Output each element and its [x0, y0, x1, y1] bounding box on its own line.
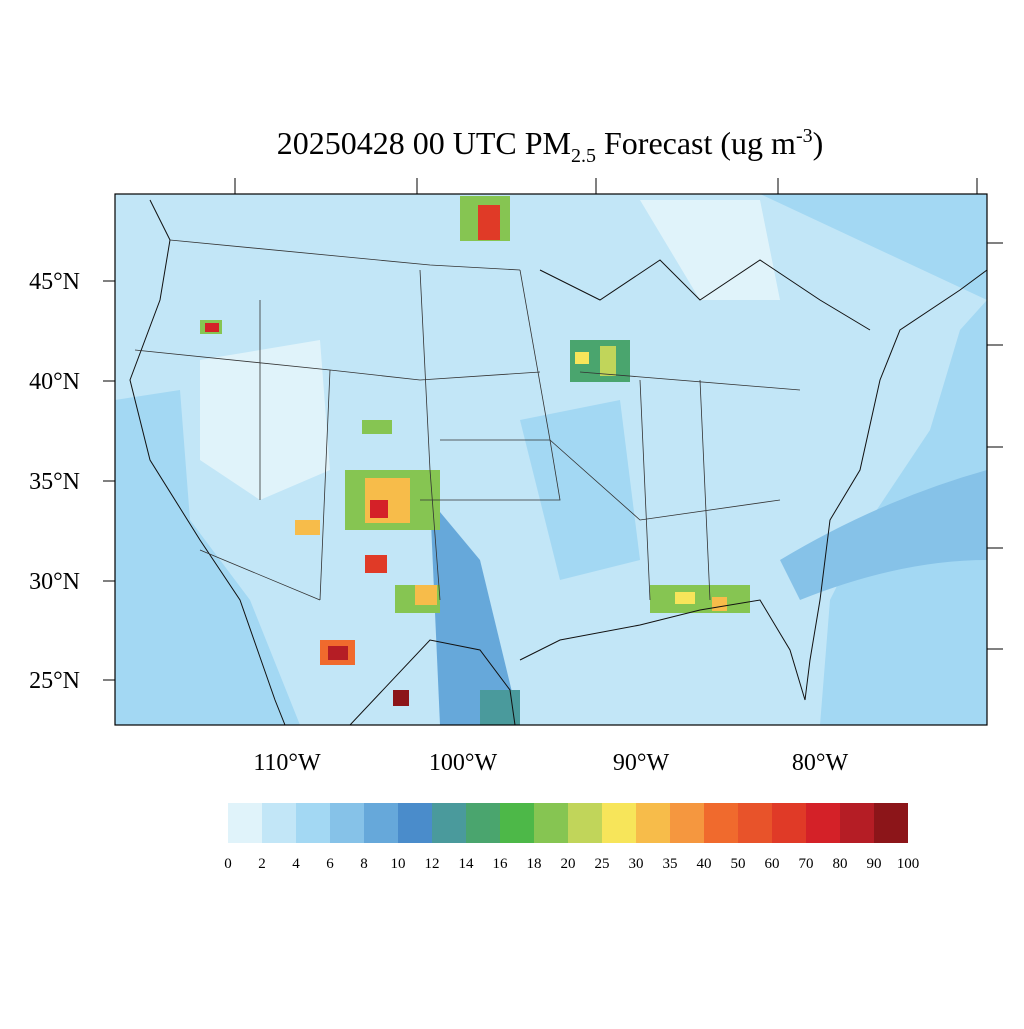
colorbar-label: 8: [360, 856, 368, 872]
colorbar-swatch: [602, 803, 636, 843]
lat-label: 45°N: [29, 269, 80, 295]
lat-label: 30°N: [29, 569, 80, 595]
colorbar-label: 12: [425, 856, 440, 872]
colorbar-label: 0: [224, 856, 232, 872]
colorbar-swatch: [840, 803, 874, 843]
colorbar-swatch: [772, 803, 806, 843]
coastline: [129, 199, 987, 725]
colorbar-label: 80: [833, 856, 848, 872]
title-superscript: -3: [796, 125, 813, 147]
great-basin-clean: [200, 340, 330, 500]
colorbar-swatch: [262, 803, 296, 843]
lat-label: 25°N: [29, 668, 80, 694]
colorbar-label: 20: [561, 856, 576, 872]
colorbar-label: 70: [799, 856, 814, 872]
colorbar-swatch: [568, 803, 602, 843]
ocean-plume: [780, 470, 987, 600]
colorbar-swatch: [466, 803, 500, 843]
colorbar-swatch: [704, 803, 738, 843]
colorbar-swatch: [228, 803, 262, 843]
colorbar-label: 18: [527, 856, 542, 872]
colorbar-label: 90: [867, 856, 882, 872]
colorbar-swatch: [432, 803, 466, 843]
colorbar-label: 6: [326, 856, 334, 872]
colorbar-label: 4: [292, 856, 300, 872]
lon-label: 100°W: [429, 750, 498, 776]
colorbar-swatch: [500, 803, 534, 843]
title-subscript: 2.5: [571, 145, 596, 167]
colorbar-label: 35: [663, 856, 678, 872]
title-rest: Forecast (ug m: [596, 125, 796, 161]
canada-clean: [640, 200, 780, 300]
ocean-field: [760, 194, 987, 725]
colorbar-swatch: [398, 803, 432, 843]
colorbar-label: 10: [391, 856, 406, 872]
lat-label: 40°N: [29, 369, 80, 395]
colorbar-swatch: [330, 803, 364, 843]
graticule-ticks: 45°N 40°N 35°N 30°N 25°N 110°W 100°W 90°W 80°W: [29, 178, 1003, 776]
state-borders: [134, 239, 801, 601]
colorbar-label: 50: [731, 856, 746, 872]
lon-label: 110°W: [253, 750, 321, 776]
map-field: [115, 194, 987, 725]
colorbar-swatch: [364, 803, 398, 843]
colorbar-label: 14: [459, 856, 475, 872]
pacific-field: [115, 390, 300, 725]
colorbar-swatch: [670, 803, 704, 843]
colorbar-label: 2: [258, 856, 266, 872]
colorbar-swatch: [806, 803, 840, 843]
lon-label: 80°W: [792, 750, 849, 776]
colorbar: 0 2 4 6 8 10 12 14 16 18 20 25 30 35 40 50 60 70 80 90 100: [224, 803, 919, 872]
gulf-patch: [480, 690, 520, 725]
colorbar-label: 40: [697, 856, 712, 872]
title: 20250428 00 UTC PM2.5 Forecast (ug m-3): [277, 125, 824, 167]
colorbar-swatch: [738, 803, 772, 843]
lon-label: 90°W: [613, 750, 670, 776]
title-close: ): [813, 125, 824, 161]
texas-plume: [430, 500, 520, 725]
colorbar-swatch: [874, 803, 908, 843]
colorbar-label: 60: [765, 856, 780, 872]
colorbar-label: 16: [493, 856, 509, 872]
colorbar-label: 100: [897, 856, 920, 872]
title-main: 20250428 00 UTC PM: [277, 125, 571, 161]
midwest-field: [520, 400, 640, 580]
map-frame: [114, 193, 988, 726]
colorbar-swatch: [534, 803, 568, 843]
colorbar-swatch: [636, 803, 670, 843]
colorbar-label: 25: [595, 856, 610, 872]
colorbar-swatch: [296, 803, 330, 843]
lat-label: 35°N: [29, 469, 80, 495]
colorbar-label: 30: [629, 856, 644, 872]
